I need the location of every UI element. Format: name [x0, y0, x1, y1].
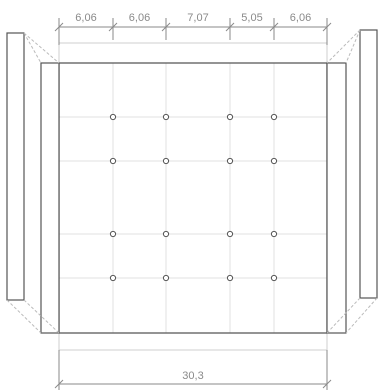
total-width-label: 30,3	[182, 370, 203, 382]
dimension-label-1: 6,06	[75, 12, 96, 24]
right-fold-lines	[326, 29, 378, 334]
column-marker	[109, 113, 117, 121]
column-marker	[162, 274, 170, 282]
dimension-label-2: 6,06	[129, 12, 150, 24]
dimension-label-5: 6,06	[290, 12, 311, 24]
column-marker	[226, 230, 234, 238]
column-marker	[226, 113, 234, 121]
column-marker	[226, 274, 234, 282]
column-marker	[270, 113, 278, 121]
structural-grid	[59, 63, 327, 333]
dimension-label-4: 5,05	[241, 12, 262, 24]
column-marker	[109, 274, 117, 282]
right-inner-panel	[326, 62, 347, 334]
column-marker	[109, 157, 117, 165]
column-markers	[109, 113, 278, 282]
column-marker	[162, 157, 170, 165]
column-marker	[109, 230, 117, 238]
column-marker	[270, 157, 278, 165]
left-inner-panel	[40, 62, 60, 334]
slab-outline	[58, 42, 328, 351]
left-outer-panel	[6, 32, 25, 301]
column-marker	[270, 274, 278, 282]
top-dimension-line	[54, 18, 332, 45]
dimension-label-3: 7,07	[187, 12, 208, 24]
column-marker	[162, 113, 170, 121]
bottom-dimension-line	[54, 350, 332, 390]
column-marker	[226, 157, 234, 165]
top-dimension-labels: 6,06 6,06 7,07 5,05 6,06	[75, 12, 311, 24]
left-fold-lines	[6, 32, 60, 334]
column-marker	[270, 230, 278, 238]
right-outer-panel	[359, 29, 378, 299]
column-marker	[162, 230, 170, 238]
